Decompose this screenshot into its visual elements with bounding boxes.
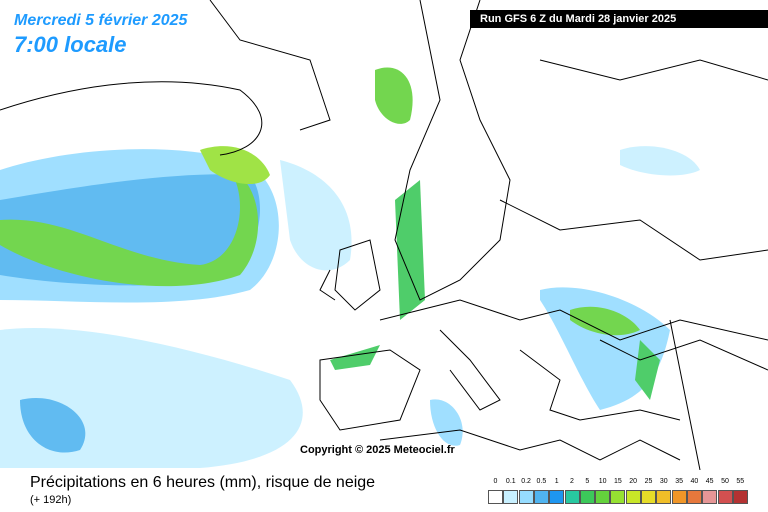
legend-swatch (579, 490, 595, 504)
legend-label: 0.5 (536, 478, 547, 485)
legend-swatch (656, 490, 672, 504)
legend-label: 2 (570, 478, 574, 485)
legend-label: 5 (585, 478, 590, 485)
map (0, 0, 768, 470)
legend-label: 0.1 (505, 478, 516, 485)
legend-swatch (702, 490, 718, 504)
legend-swatch (625, 490, 641, 504)
legend-swatch (671, 490, 687, 504)
legend-label: 45 (705, 478, 714, 485)
legend-label: 1 (554, 478, 559, 485)
footer-subtitle: (+ 192h) (30, 494, 72, 506)
legend-label: 55 (736, 478, 745, 485)
legend-swatch (533, 490, 549, 504)
forecast-time: 7:00 locale (14, 32, 127, 57)
legend-label: 10 (598, 478, 607, 485)
legend-swatch (595, 490, 611, 504)
legend-label: 40 (690, 478, 699, 485)
legend-swatch (503, 490, 519, 504)
legend-label: 0.2 (521, 478, 531, 485)
legend-swatch (549, 490, 565, 504)
legend-label: 30 (659, 478, 668, 485)
legend-label: 20 (629, 478, 638, 485)
legend-swatch (610, 490, 626, 504)
legend-swatch (641, 490, 656, 504)
run-label: Run GFS 6 Z du Mardi 28 janvier 2025 (470, 10, 768, 28)
legend-label: 0 (493, 478, 498, 485)
legend-swatch (686, 490, 702, 504)
legend-label: 50 (721, 478, 729, 485)
legend-swatch (732, 490, 748, 504)
legend-swatch (564, 490, 580, 504)
legend-label: 25 (644, 478, 653, 485)
footer-title: Précipitations en 6 heures (mm), risque … (30, 474, 376, 491)
legend-swatch (518, 490, 534, 504)
legend-label: 15 (613, 478, 622, 485)
legend-label: 35 (675, 478, 683, 485)
copyright: Copyright © 2025 Meteociel.fr (300, 444, 455, 456)
forecast-date: Mercredi 5 février 2025 (14, 12, 188, 29)
legend-swatch (488, 490, 503, 504)
legend-swatch (717, 490, 733, 504)
